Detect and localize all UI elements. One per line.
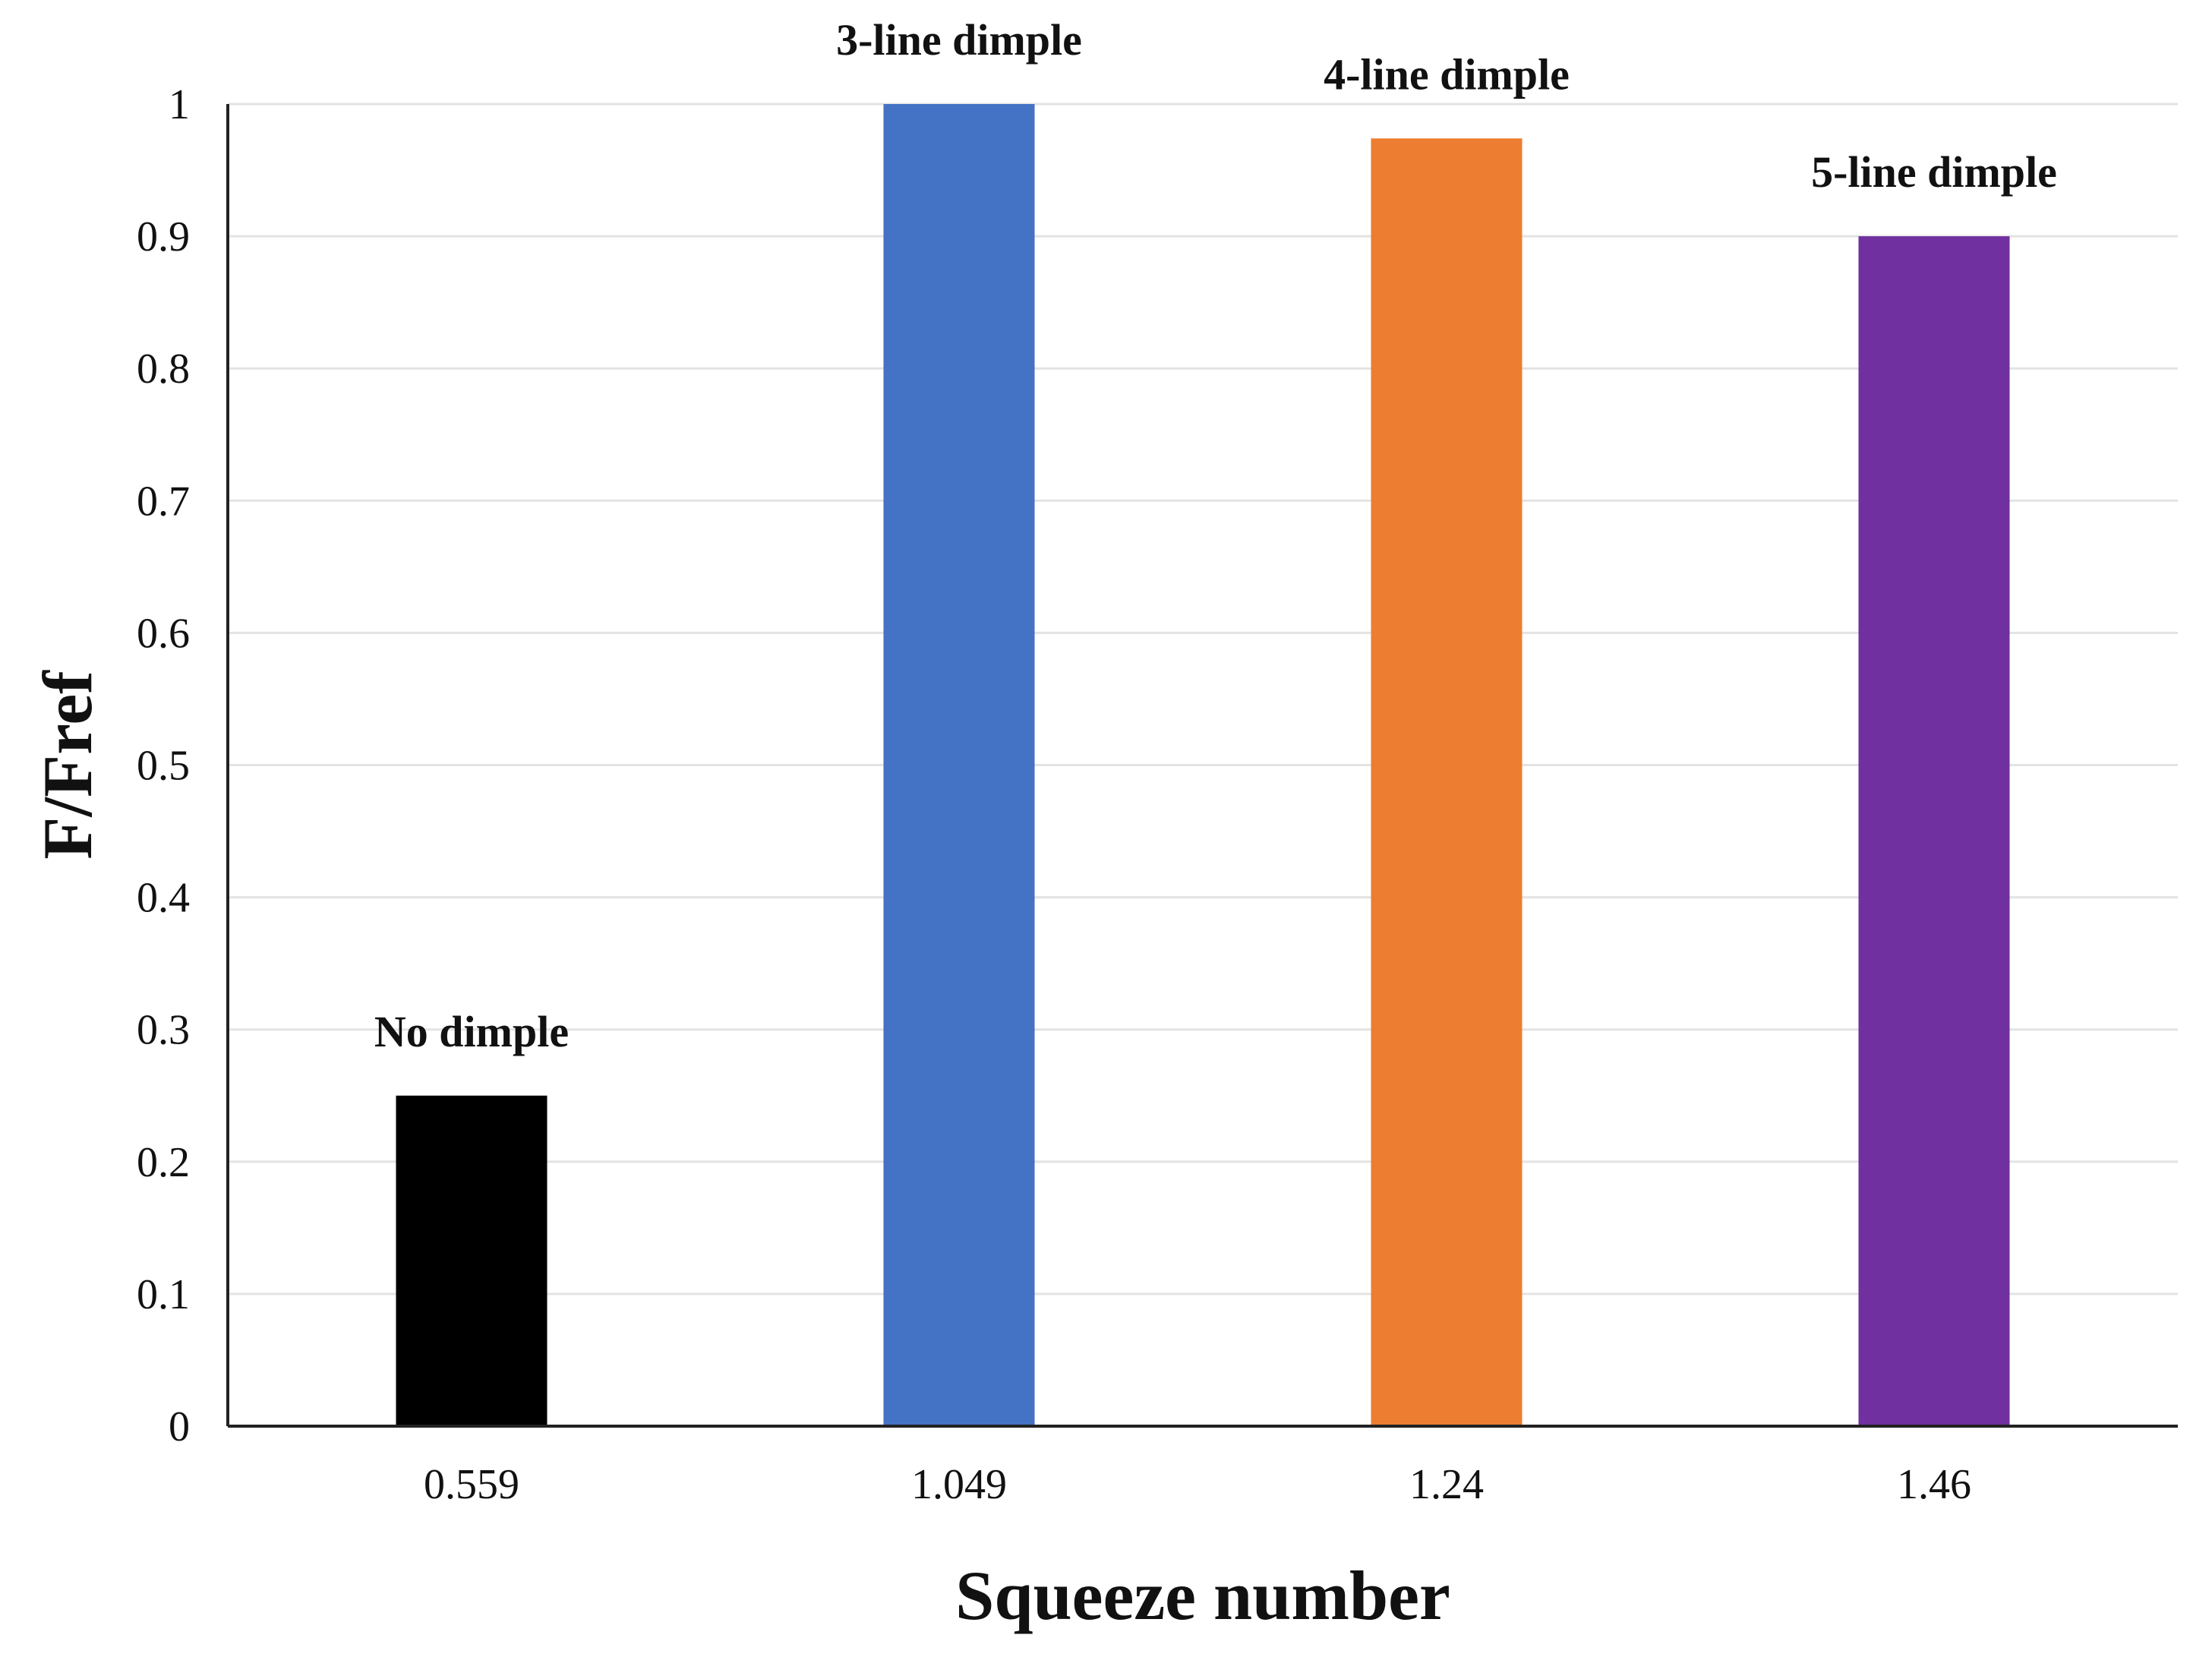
y-tick-label: 0.4: [137, 875, 190, 922]
bar: [883, 104, 1035, 1426]
x-axis-title: Squeeze number: [955, 1557, 1450, 1634]
x-tick-label: 1.049: [911, 1461, 1007, 1508]
y-tick-label: 0.6: [137, 610, 190, 657]
bars: [396, 104, 2010, 1427]
x-tick-label: 1.24: [1409, 1461, 1484, 1508]
y-tick-label: 0.1: [137, 1271, 190, 1318]
gridlines: [228, 103, 2178, 1296]
bar: [1371, 138, 1523, 1427]
y-tick-label: 0.8: [137, 346, 190, 393]
x-tick-labels: 0.559 1.049 1.24 1.46: [424, 1461, 1971, 1508]
bar: [1858, 236, 2010, 1427]
x-tick-label: 0.559: [424, 1461, 519, 1508]
y-tick-label: 1: [169, 81, 190, 128]
y-axis-title: F/Fref: [29, 670, 106, 860]
bar-annotation: 3-line dimple: [836, 15, 1082, 65]
bar-annotation: 4-line dimple: [1324, 49, 1570, 99]
y-tick-label: 0.9: [137, 213, 190, 260]
bar-annotation: 5-line dimple: [1811, 147, 2057, 197]
axes: [226, 104, 2178, 1428]
y-tick-label: 0: [169, 1403, 190, 1450]
y-tick-labels: 0 0.1 0.2 0.3 0.4 0.5 0.6 0.7 0.8 0.9 1: [137, 81, 190, 1450]
bar-labels: No dimple 3-line dimple 4-line dimple 5-lin…: [374, 15, 2057, 1056]
x-tick-label: 1.46: [1897, 1461, 1971, 1508]
y-tick-label: 0.5: [137, 743, 190, 790]
y-tick-label: 0.2: [137, 1139, 190, 1186]
bar-annotation: No dimple: [374, 1007, 569, 1056]
bar: [396, 1095, 547, 1426]
y-tick-label: 0.3: [137, 1007, 190, 1054]
y-tick-label: 0.7: [137, 478, 190, 525]
